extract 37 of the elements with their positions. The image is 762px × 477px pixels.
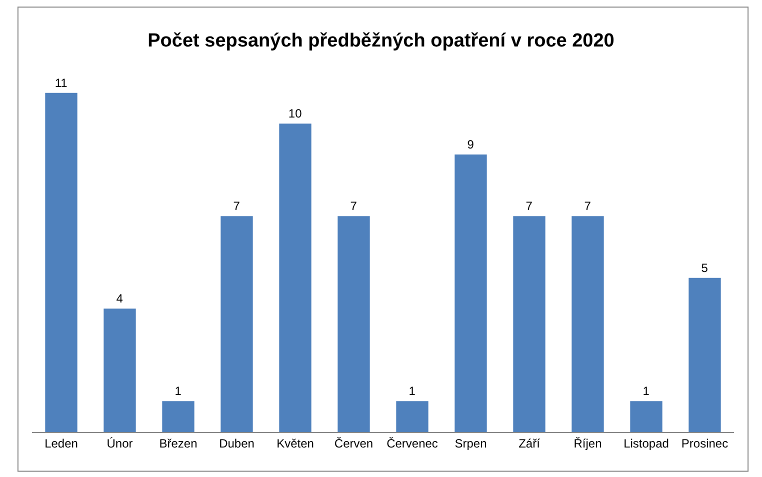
bar [338, 216, 370, 432]
data-label: 11 [54, 76, 68, 90]
bar [688, 278, 721, 432]
data-label: 4 [116, 292, 124, 306]
bar [220, 216, 253, 432]
x-tick-label: Listopad [624, 436, 669, 450]
x-tick-label: Prosinec [681, 436, 728, 450]
bar [45, 92, 78, 432]
x-tick-label: Duben [219, 436, 254, 450]
x-tick-label: Leden [44, 436, 78, 450]
data-label: 7 [526, 199, 533, 214]
bar [513, 216, 546, 432]
bar [572, 216, 604, 432]
bar [630, 401, 662, 432]
data-label: 1 [408, 384, 416, 398]
bar [162, 401, 194, 432]
bar [279, 124, 312, 432]
data-label: 1 [642, 384, 650, 398]
data-label: 9 [467, 138, 474, 152]
x-tick-label: Květen [276, 436, 314, 450]
data-label: 10 [288, 106, 302, 121]
data-label: 7 [350, 199, 358, 214]
data-label: 7 [584, 199, 592, 214]
bar [454, 154, 487, 432]
bar [396, 401, 428, 432]
x-tick-label: Březen [159, 436, 198, 450]
chart-title: Počet sepsaných předběžných opatření v roce 2020 [148, 30, 614, 52]
x-tick-label: Září [518, 436, 541, 450]
bar [104, 308, 136, 432]
x-tick-label: Únor [106, 436, 133, 450]
x-tick-label: Červenec [386, 436, 438, 450]
x-tick-label: Říjen [574, 436, 602, 450]
data-label: 5 [701, 260, 708, 275]
x-tick-label: Červen [334, 436, 374, 450]
data-label: 1 [174, 384, 182, 398]
data-label: 7 [233, 199, 240, 214]
x-tick-label: Srpen [454, 436, 487, 450]
